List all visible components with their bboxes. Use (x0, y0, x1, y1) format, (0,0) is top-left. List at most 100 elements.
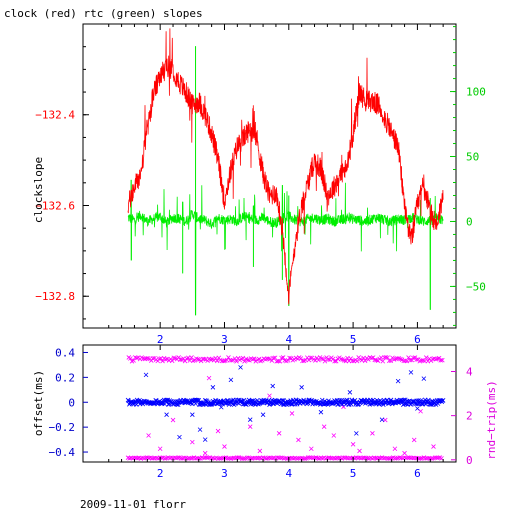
rtt-upper-point (306, 357, 312, 363)
rtt-scatter-point-9 (247, 424, 253, 429)
rtt-upper-point (277, 359, 283, 364)
top-x-tick-label-3: 5 (350, 333, 357, 346)
rtt-upper-point (300, 358, 305, 364)
rtt-upper-point (349, 358, 355, 364)
rtt-upper-point (438, 358, 443, 363)
bottom-right-axis-label: rnd−trip(ms) (485, 380, 498, 459)
rtt-upper-point (128, 356, 133, 361)
offset-point (249, 398, 255, 403)
rtt-scatter-point-2 (170, 417, 176, 423)
rtt-scatter-point-5 (206, 375, 212, 381)
offset-outlier-0 (143, 372, 149, 378)
bottom-left-axis-ticks: 0.4 0.2 0 −0.2 −0.4 (49, 346, 88, 459)
rtt-upper-point (362, 358, 368, 364)
rtt-scatter-point-7 (222, 444, 227, 449)
footer-label: 2009-11-01 florr (80, 498, 186, 511)
bottom-x-tick-label-1: 3 (221, 467, 228, 480)
rtt-upper-point (423, 355, 429, 360)
bottom-right-axis-ticks: 4 2 0 (451, 365, 473, 467)
rtt-point (418, 456, 423, 461)
rtt-scatter-point-4 (202, 450, 208, 456)
rtt-scatter-point-1 (157, 446, 163, 452)
top-x-tick-label-4: 6 (414, 333, 421, 346)
bottom-panel-frame (82, 344, 457, 463)
offset-outlier-16 (354, 431, 359, 436)
offset-outlier-11 (260, 412, 266, 417)
top-right-tick-label-2: 0 (466, 215, 473, 228)
rtt-scatter-point-0 (146, 433, 151, 438)
offset-point (319, 397, 325, 403)
offset-outlier-1 (164, 412, 169, 417)
offset-point (429, 398, 435, 404)
rtt-upper-point (287, 355, 292, 361)
offset-point (402, 397, 408, 403)
rtt-upper-point (221, 358, 226, 364)
rtt-upper-point (163, 357, 169, 362)
rtt-upper-point (319, 356, 325, 361)
top-right-tick-label-0: 100 (466, 86, 486, 99)
offset-outlier-2 (177, 434, 182, 440)
rtt-upper-point (242, 359, 247, 364)
offset-point (390, 401, 395, 407)
bottom-left-tick-label-2: 0 (68, 396, 75, 409)
offset-point (170, 400, 175, 405)
offset-outlier-5 (202, 437, 208, 442)
offset-point (401, 397, 407, 403)
offset-point (241, 397, 247, 403)
bottom-panel: 2 3 4 5 6 0.4 0.2 0 −0.2 −0.4 4 2 0 offset(ms) rnd… (32, 344, 498, 480)
bottom-x-tick-label-4: 6 (414, 467, 421, 480)
bottom-right-tick-label-0: 4 (466, 365, 473, 378)
rtc-slope-line (127, 179, 444, 316)
rtt-upper-point (308, 355, 313, 361)
bottom-left-tick-label-1: 0.2 (55, 371, 75, 384)
offset-point (202, 398, 208, 403)
offset-outlier-17 (379, 417, 385, 422)
rtt-point (241, 456, 247, 461)
offset-outlier-3 (190, 412, 195, 417)
rtt-upper-point (404, 358, 410, 364)
rtt-upper-point (338, 356, 344, 362)
offset-series (125, 365, 446, 442)
rtt-scatter-point-20 (357, 448, 362, 454)
offset-outlier-9 (238, 365, 243, 370)
offset-outlier-19 (408, 370, 414, 375)
offset-point (228, 398, 234, 404)
rtt-upper-point (240, 355, 246, 361)
rtt-upper-point (411, 355, 416, 361)
rtt-upper-point (440, 357, 445, 363)
rtt-upper-point (251, 356, 257, 361)
offset-outlier-14 (318, 409, 324, 415)
rtt-scatter-point-6 (215, 428, 221, 434)
clock-slope-line (127, 28, 444, 305)
rtt-upper-point (190, 358, 196, 364)
rtt-scatter-point-16 (321, 424, 327, 429)
round-trip-series (125, 355, 445, 461)
rtt-upper-point (214, 358, 220, 364)
rtt-point (260, 455, 266, 460)
offset-outlier-7 (218, 404, 224, 410)
top-x-tick-label-0: 2 (157, 333, 164, 346)
rtt-upper-point (155, 358, 161, 364)
rtt-scatter-point-19 (350, 442, 356, 447)
offset-outlier-13 (299, 385, 304, 390)
rtt-upper-point (202, 356, 207, 362)
top-left-tick-label-2: −132.8 (35, 290, 75, 303)
rtt-scatter-point-24 (402, 450, 407, 456)
rtt-upper-point (354, 358, 360, 364)
rtt-point (236, 455, 242, 460)
bottom-x-tick-label-3: 5 (350, 467, 357, 480)
top-left-axis-ticks: −132.4 −132.6 −132.8 (35, 46, 89, 320)
top-left-tick-label-1: −132.6 (35, 199, 75, 212)
chart-title: clock (red) rtc (green) slopes (4, 7, 203, 20)
rtt-upper-point (169, 358, 175, 364)
offset-outlier-8 (228, 377, 234, 383)
rtt-upper-point (322, 358, 328, 364)
top-panel-frame (82, 23, 457, 329)
rtt-scatter-point-21 (370, 431, 375, 436)
bottom-x-axis-ticks: 2 3 4 5 6 (108, 345, 444, 480)
rtt-upper-point (245, 357, 251, 363)
bottom-left-tick-label-0: 0.4 (55, 346, 75, 359)
rtt-upper-point (316, 357, 321, 363)
rtt-scatter-point-13 (289, 411, 295, 416)
